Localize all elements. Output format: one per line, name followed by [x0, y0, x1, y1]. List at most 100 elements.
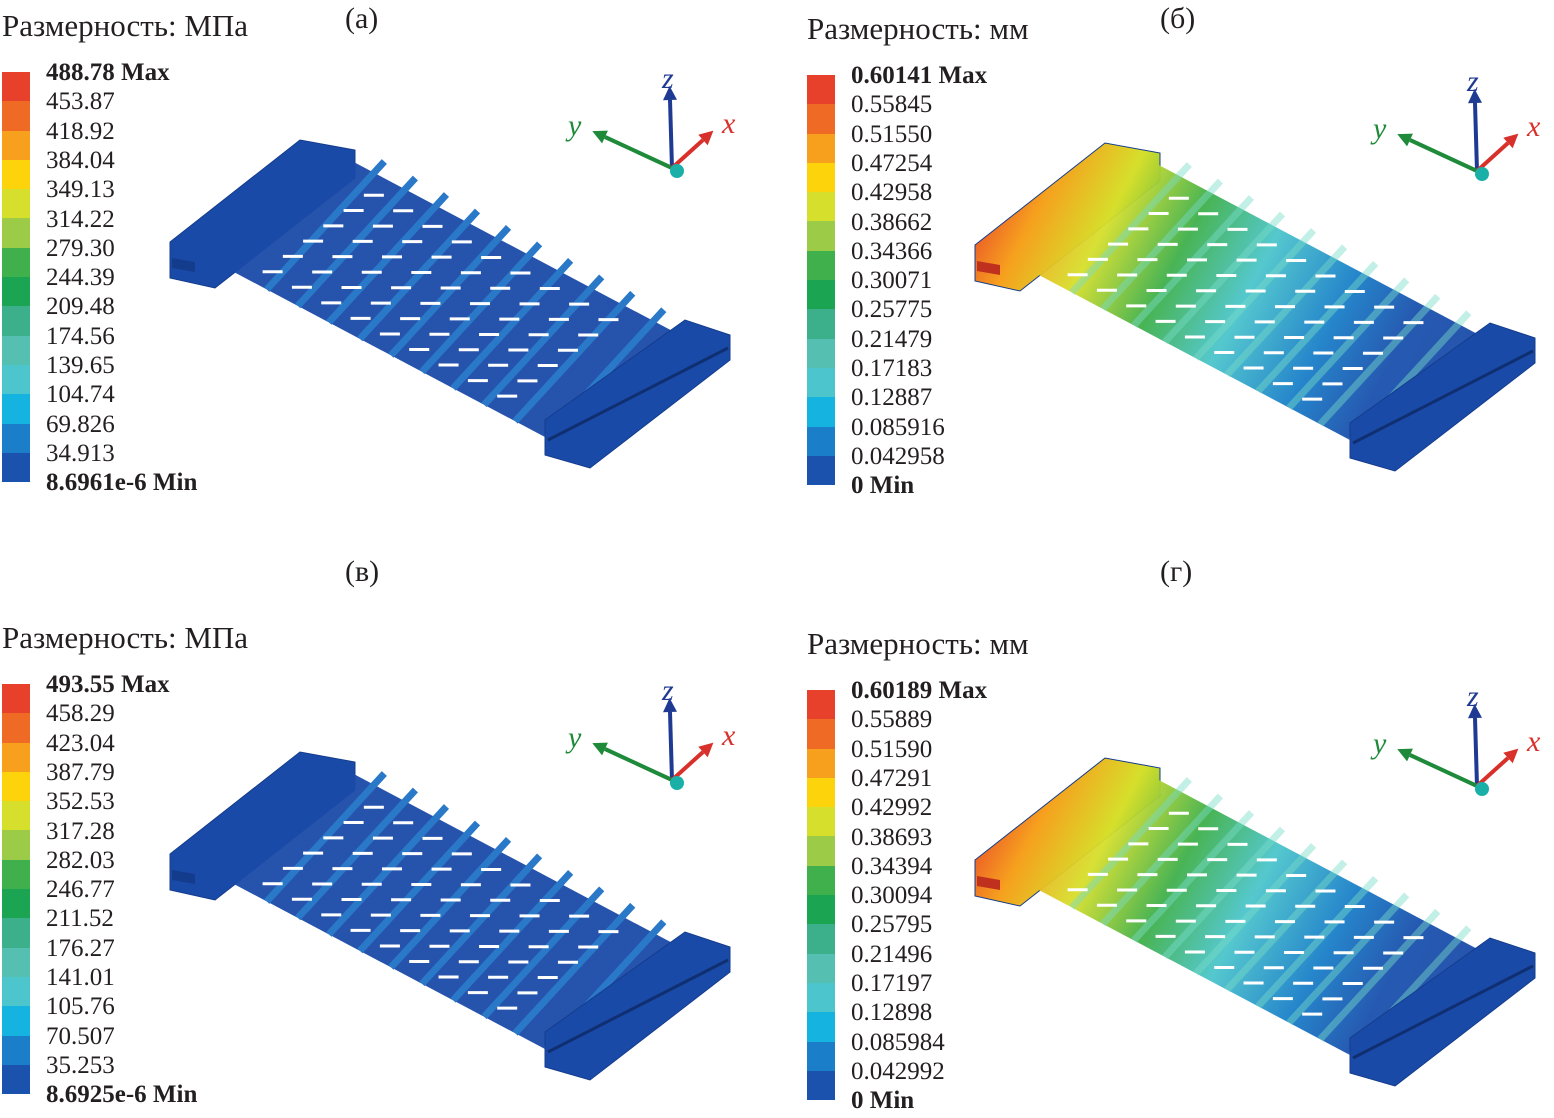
lattice-rib — [1224, 859, 1348, 993]
units-title: Размерность: МПа — [2, 8, 249, 43]
panel-c-stress: Размерность: МПа 493.55 Max 458.29 423.04 38… — [0, 612, 760, 1112]
lattice-rib — [512, 290, 636, 424]
panel-a-stress: Размерность: МПа 488.78 Max 453.87 418.92 38… — [0, 0, 760, 500]
legend-value: 0.12887 — [851, 384, 933, 412]
color-scale-bar — [807, 690, 835, 1101]
color-band — [807, 1012, 835, 1042]
legend-value: 453.87 — [46, 88, 115, 116]
x-arrowhead-icon — [698, 130, 714, 146]
lattice-rib — [481, 886, 605, 1020]
legend-value: 139.65 — [46, 352, 115, 379]
y-axis-label: y — [1370, 727, 1387, 760]
color-band — [2, 189, 30, 219]
color-band — [807, 953, 835, 983]
x-arrowhead-icon — [1503, 133, 1519, 149]
color-band — [2, 247, 30, 278]
x-arrowhead-icon — [698, 742, 714, 758]
units-title: Размерность: МПа — [2, 620, 249, 655]
y-arrowhead-icon — [1397, 133, 1413, 147]
legend-value: 0.47254 — [851, 149, 933, 177]
lattice-rib — [1286, 277, 1410, 411]
lattice-rib — [1255, 260, 1379, 394]
color-band — [2, 976, 30, 1007]
color-band — [2, 918, 30, 948]
legend-value: 314.22 — [46, 205, 115, 233]
legend-value: 0.25795 — [851, 911, 933, 939]
lattice-body — [1020, 778, 1500, 1063]
y-axis-arrow — [1409, 753, 1478, 788]
legend-value: 209.48 — [46, 293, 115, 321]
color-band — [807, 924, 835, 954]
legend-value: 70.507 — [46, 1022, 115, 1050]
legend-value: 0 Min — [851, 472, 915, 500]
lattice-rib — [481, 274, 605, 408]
color-band — [807, 250, 835, 281]
legend-value: 0.085984 — [851, 1028, 945, 1056]
color-band — [807, 982, 835, 1013]
color-band — [2, 277, 30, 307]
lattice-body — [215, 160, 695, 445]
legend-value: 0.17197 — [851, 970, 933, 997]
lattice-rib — [1131, 195, 1255, 328]
fea-model-view: z y x — [169, 62, 736, 469]
color-band — [2, 306, 30, 336]
legend-value: 0.42958 — [851, 179, 933, 207]
x-axis-arrow — [1475, 141, 1510, 173]
z-arrowhead-icon — [1468, 704, 1482, 719]
legend-value: 418.92 — [46, 117, 115, 145]
x-arrowhead-icon — [1503, 748, 1519, 764]
legend-value: 0.34366 — [851, 237, 933, 265]
x-axis-arrow — [670, 138, 705, 170]
legend-value: 0.12898 — [851, 999, 933, 1027]
color-band — [2, 452, 30, 483]
x-axis-label: x — [721, 107, 736, 140]
color-band — [2, 394, 30, 424]
legend-value: 141.01 — [46, 964, 115, 991]
color-band — [2, 101, 30, 131]
color-band — [2, 364, 30, 395]
y-axis-label: y — [565, 721, 582, 754]
y-axis-label: y — [1370, 112, 1387, 145]
legend-value: 0.34394 — [851, 852, 933, 880]
legend-value: 35.253 — [46, 1051, 115, 1079]
y-axis-arrow — [604, 135, 673, 170]
color-band — [807, 777, 835, 808]
lattice-rib — [1255, 875, 1379, 1009]
z-axis-label: z — [661, 674, 674, 707]
units-title: Размерность: мм — [807, 626, 1029, 661]
y-axis-arrow — [1409, 138, 1478, 173]
color-band — [807, 748, 835, 778]
lattice-rib — [388, 837, 512, 970]
legend-value: 384.04 — [46, 146, 115, 174]
legend-value: 246.77 — [46, 876, 115, 904]
legend-value: 0.60141 Max — [851, 62, 988, 89]
legend-value: 317.28 — [46, 817, 115, 845]
legend-value: 0.042992 — [851, 1057, 945, 1085]
y-axis-arrow — [604, 747, 673, 782]
legend-value: 244.39 — [46, 264, 115, 292]
y-arrowhead-icon — [592, 742, 608, 756]
legend-value: 0.47291 — [851, 764, 933, 792]
legend-value: 0.30071 — [851, 267, 933, 295]
color-band — [807, 719, 835, 749]
legend-value: 105.76 — [46, 993, 115, 1021]
lattice-rib — [357, 820, 481, 954]
y-arrowhead-icon — [1397, 748, 1413, 762]
color-band — [807, 865, 835, 896]
color-band — [807, 367, 835, 398]
color-band — [2, 423, 30, 453]
legend-value: 176.27 — [46, 934, 115, 962]
color-band — [807, 192, 835, 222]
color-band — [807, 836, 835, 866]
legend-value: 387.79 — [46, 758, 115, 786]
color-band — [807, 104, 835, 134]
lattice-rib — [1224, 244, 1348, 378]
color-band — [807, 221, 835, 251]
z-axis-arrow — [668, 711, 674, 781]
units-title: Размерность: мм — [807, 11, 1029, 46]
panel-b-displacement: Размерность: мм 0.60141 Max 0.55845 0.51550… — [805, 3, 1554, 503]
legend-value: 174.56 — [46, 322, 115, 350]
legend-value: 282.03 — [46, 846, 115, 874]
color-band — [2, 1064, 30, 1095]
panel-label-a: (а) — [345, 2, 379, 35]
